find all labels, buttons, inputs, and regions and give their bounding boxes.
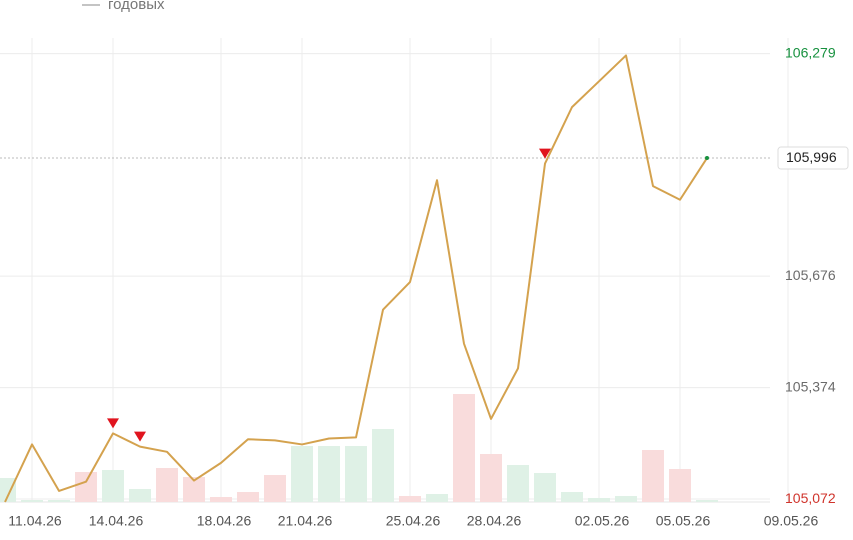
volume-bar [534,473,556,502]
price-line [4,54,708,503]
volume-bar [48,500,70,502]
y-tick-label: 105,676 [785,267,836,283]
volume-bar [372,429,394,502]
x-tick-label: 25.04.26 [386,513,441,529]
volume-bar [642,450,664,502]
volume-bar [588,498,610,502]
volume-bar [210,497,232,502]
volume-bar [399,496,421,502]
volume-bar [129,489,151,502]
last-point [705,156,709,161]
volume-bar [156,468,178,502]
x-tick-label: 18.04.26 [197,513,252,529]
volume-bar [561,492,583,502]
x-tick-label: 21.04.26 [278,513,333,529]
volume-bar [0,478,16,502]
y-tick-label: 105,374 [785,378,836,394]
volume-bar [75,472,97,502]
volume-bar [183,477,205,502]
signal-marker [539,148,551,159]
x-tick-label: 09.05.26 [764,513,819,529]
volume-bar [264,475,286,502]
legend-label: годовых [108,0,165,13]
signal-marker [134,431,146,442]
x-tick-label: 28.04.26 [467,513,522,529]
last-value-box [777,146,849,170]
y-tick-label: 106,279 [785,44,836,60]
volume-bar [669,469,691,502]
volume-bar [318,446,340,502]
volume-bar [453,394,475,502]
volume-bar [21,500,43,502]
volume-bar [696,500,718,502]
volume-bar [507,465,529,502]
volume-bar [237,492,259,502]
y-tick-label: 105,072 [785,490,836,506]
volume-bar [615,496,637,502]
volume-bar [480,454,502,502]
last-value-label: 105,996 [786,149,837,165]
volume-bar [291,446,313,502]
x-tick-label: 14.04.26 [89,513,144,529]
signal-marker [107,418,119,429]
volume-bar [102,470,124,502]
x-tick-label: 02.05.26 [575,513,630,529]
x-tick-label: 11.04.26 [8,513,62,529]
volume-bar [426,494,448,502]
volume-bar [345,446,367,502]
x-tick-label: 05.05.26 [656,513,711,529]
